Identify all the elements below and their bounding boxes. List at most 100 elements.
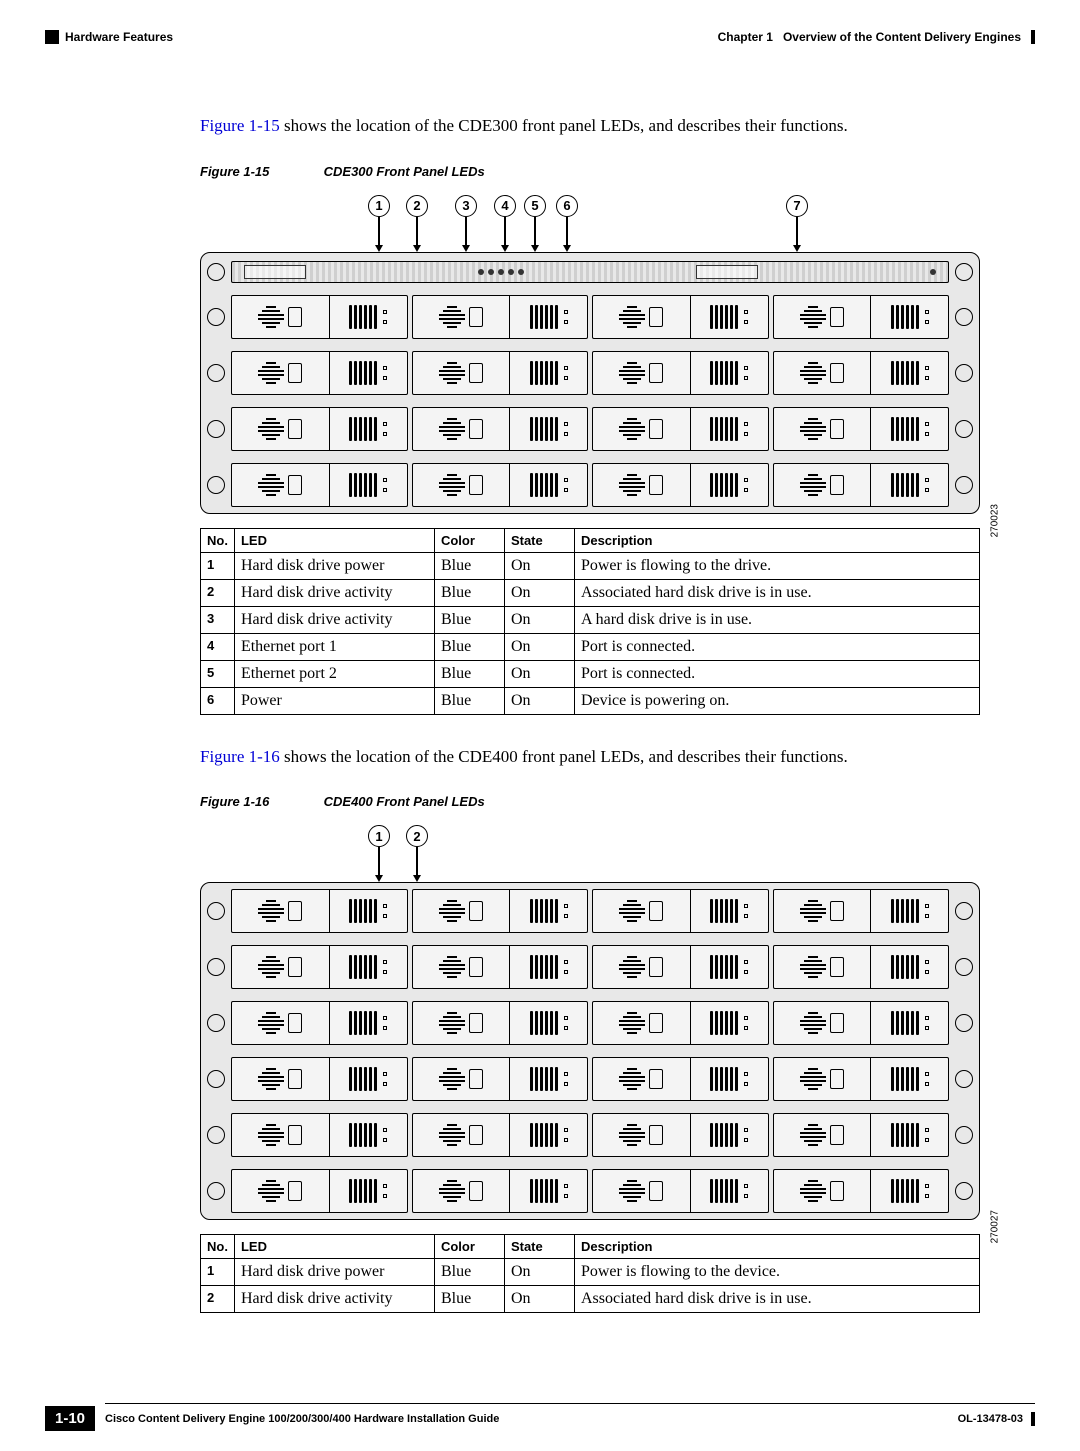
- drive-bay: [231, 1113, 408, 1157]
- drive-bay: [773, 295, 950, 339]
- drive-bay: [592, 1057, 769, 1101]
- drive-bay: [412, 295, 589, 339]
- table-cell: On: [504, 1286, 574, 1313]
- table-cell: On: [504, 579, 574, 606]
- drive-bay: [412, 945, 589, 989]
- fig16-caption-num: Figure 1-16: [200, 794, 320, 809]
- table-cell: 1: [201, 1259, 235, 1286]
- callout-6: 6: [556, 195, 578, 252]
- fig16-intro-rest: shows the location of the CDE400 front p…: [280, 747, 848, 766]
- table-row: 4Ethernet port 1BlueOnPort is connected.: [201, 633, 980, 660]
- header-title: Overview of the Content Delivery Engines: [783, 30, 1021, 44]
- table-cell: Blue: [434, 552, 504, 579]
- fig15-caption-num: Figure 1-15: [200, 164, 320, 179]
- table-cell: On: [504, 633, 574, 660]
- drive-bay: [592, 463, 769, 507]
- table-row: 2Hard disk drive activityBlueOnAssociate…: [201, 1286, 980, 1313]
- table-cell: Blue: [434, 579, 504, 606]
- fig15-table: No.LEDColorStateDescription1Hard disk dr…: [200, 528, 980, 715]
- decor-bar: [1031, 1412, 1035, 1426]
- top-strip: [231, 261, 949, 283]
- drive-bay: [773, 945, 950, 989]
- fig16-intro: Figure 1-16 shows the location of the CD…: [200, 745, 980, 770]
- table-row: 1Hard disk drive powerBlueOnPower is flo…: [201, 1259, 980, 1286]
- drive-bay: [412, 351, 589, 395]
- footer-right: OL-13478-03: [958, 1412, 1035, 1426]
- table-cell: Ethernet port 1: [234, 633, 434, 660]
- fig15-chassis: [200, 252, 980, 514]
- table-header: State: [504, 528, 574, 552]
- drive-bay: [231, 1169, 408, 1213]
- table-cell: Blue: [434, 687, 504, 714]
- table-header: Color: [434, 1235, 504, 1259]
- drive-bay: [412, 1001, 589, 1045]
- callout-1: 1: [368, 195, 390, 252]
- table-header: LED: [234, 528, 434, 552]
- drive-bay: [231, 889, 408, 933]
- decor-square: [45, 30, 59, 44]
- decor-bar: [1031, 30, 1035, 44]
- callout-3: 3: [455, 195, 477, 252]
- callout-5: 5: [524, 195, 546, 252]
- fig15-caption-title: CDE300 Front Panel LEDs: [324, 164, 485, 179]
- drive-bay: [231, 1001, 408, 1045]
- table-header: No.: [201, 528, 235, 552]
- table-header: State: [504, 1235, 574, 1259]
- table-cell: Associated hard disk drive is in use.: [574, 579, 979, 606]
- table-cell: Port is connected.: [574, 660, 979, 687]
- table-cell: On: [504, 687, 574, 714]
- drive-bay: [412, 463, 589, 507]
- drive-bay: [773, 1113, 950, 1157]
- table-row: 1Hard disk drive powerBlueOnPower is flo…: [201, 552, 980, 579]
- table-cell: On: [504, 606, 574, 633]
- fig16-link[interactable]: Figure 1-16: [200, 747, 280, 766]
- table-header: No.: [201, 1235, 235, 1259]
- fig16-caption: Figure 1-16 CDE400 Front Panel LEDs: [200, 794, 980, 809]
- drive-bay: [773, 1169, 950, 1213]
- table-cell: Hard disk drive activity: [234, 1286, 434, 1313]
- page-content: Figure 1-15 shows the location of the CD…: [0, 114, 1080, 1313]
- table-cell: Hard disk drive activity: [234, 579, 434, 606]
- table-cell: On: [504, 1259, 574, 1286]
- drive-bay: [592, 351, 769, 395]
- drive-bay: [773, 889, 950, 933]
- drive-bay: [773, 351, 950, 395]
- table-row: 6PowerBlueOnDevice is powering on.: [201, 687, 980, 714]
- table-header: Description: [574, 1235, 979, 1259]
- header-right: Chapter 1 Overview of the Content Delive…: [718, 30, 1035, 44]
- table-cell: Device is powering on.: [574, 687, 979, 714]
- table-row: 5Ethernet port 2BlueOnPort is connected.: [201, 660, 980, 687]
- drive-bay: [773, 463, 950, 507]
- fig15-side-label: 270023: [989, 504, 1000, 537]
- drive-bay: [592, 1113, 769, 1157]
- footer-doc-id: OL-13478-03: [958, 1413, 1023, 1425]
- drive-bay: [231, 351, 408, 395]
- table-header: Description: [574, 528, 979, 552]
- table-cell: Associated hard disk drive is in use.: [574, 1286, 979, 1313]
- drive-bay: [773, 1001, 950, 1045]
- table-cell: Hard disk drive activity: [234, 606, 434, 633]
- table-header: LED: [234, 1235, 434, 1259]
- table-cell: Blue: [434, 633, 504, 660]
- callout-2: 2: [406, 825, 428, 882]
- fig16-diagram: 1 2: [200, 825, 980, 1220]
- drive-bay: [412, 1169, 589, 1213]
- header-section-label: Hardware Features: [65, 30, 173, 44]
- table-cell: 4: [201, 633, 235, 660]
- table-cell: 6: [201, 687, 235, 714]
- footer-row: 1-10 Cisco Content Delivery Engine 100/2…: [45, 1406, 1035, 1431]
- fig15-link[interactable]: Figure 1-15: [200, 116, 280, 135]
- table-cell: Power is flowing to the device.: [574, 1259, 979, 1286]
- page-number: 1-10: [45, 1406, 95, 1431]
- table-header: Color: [434, 528, 504, 552]
- callout-4: 4: [494, 195, 516, 252]
- table-cell: Hard disk drive power: [234, 552, 434, 579]
- fig16-table: No.LEDColorStateDescription1Hard disk dr…: [200, 1234, 980, 1313]
- drive-bay: [592, 295, 769, 339]
- callout-7: 7: [786, 195, 808, 252]
- fig15-intro: Figure 1-15 shows the location of the CD…: [200, 114, 980, 139]
- drive-bay: [412, 1057, 589, 1101]
- page-footer: 1-10 Cisco Content Delivery Engine 100/2…: [0, 1343, 1080, 1431]
- table-row: 2Hard disk drive activityBlueOnAssociate…: [201, 579, 980, 606]
- fig15-callouts: 1 2 3 4 5 6 7: [200, 195, 980, 250]
